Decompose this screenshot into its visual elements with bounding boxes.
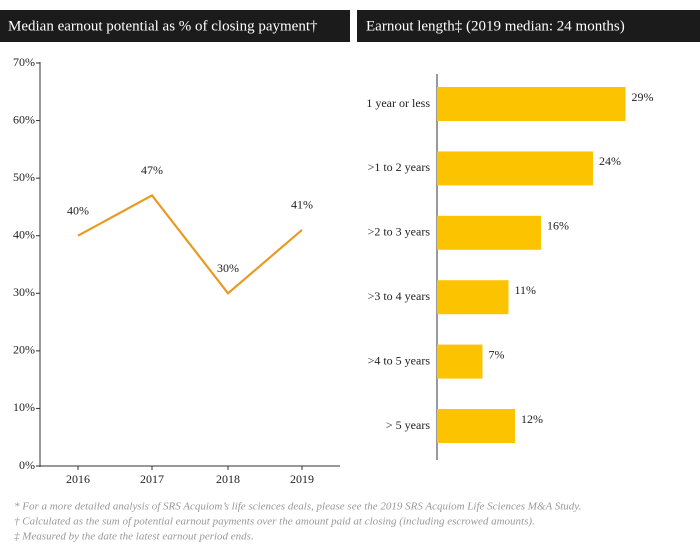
bar: [437, 151, 593, 186]
x-tick-label: 2019: [290, 472, 314, 486]
chart-title: Median earnout potential as % of closing…: [8, 18, 318, 34]
y-tick-label: 10%: [13, 400, 35, 414]
data-label: 29%: [632, 90, 654, 104]
y-tick-label: >3 to 4 years: [368, 289, 431, 303]
data-label: 40%: [67, 203, 89, 217]
y-tick-label: > 5 years: [386, 418, 430, 432]
data-label: 11%: [515, 283, 537, 297]
y-tick-label: 1 year or less: [366, 96, 430, 110]
data-label: 24%: [599, 154, 621, 168]
data-label: 12%: [521, 412, 543, 426]
bar: [437, 215, 541, 250]
data-label: 16%: [547, 219, 569, 233]
y-tick-label: 30%: [13, 285, 35, 299]
data-label: 47%: [141, 163, 163, 177]
footnote: ‡ Measured by the date the latest earnou…: [14, 531, 254, 543]
bar: [437, 344, 483, 379]
title-box: [0, 10, 350, 42]
y-tick-label: 40%: [13, 227, 35, 241]
footnote: † Calculated as the sum of potential ear…: [14, 516, 535, 528]
data-label: 41%: [291, 198, 313, 212]
x-tick-label: 2018: [216, 472, 240, 486]
footnote: * For a more detailed analysis of SRS Ac…: [14, 501, 581, 513]
y-tick-label: >4 to 5 years: [368, 353, 431, 367]
title-box: [357, 10, 700, 42]
y-tick-label: >2 to 3 years: [368, 225, 431, 239]
x-tick-label: 2017: [140, 472, 164, 486]
data-label: 30%: [217, 261, 239, 275]
y-tick-label: 50%: [13, 170, 35, 184]
y-tick-label: 60%: [13, 112, 35, 126]
y-tick-label: 0%: [19, 458, 35, 472]
bar: [437, 409, 515, 443]
x-tick-label: 2016: [66, 472, 90, 486]
bar: [437, 280, 509, 315]
y-tick-label: >1 to 2 years: [368, 160, 431, 174]
y-tick-label: 20%: [13, 343, 35, 357]
bar: [437, 87, 626, 121]
chart-title: Earnout length‡ (2019 median: 24 months): [366, 18, 625, 34]
data-label: 7%: [489, 347, 505, 361]
line: [77, 194, 303, 295]
y-tick-label: 70%: [13, 55, 35, 69]
